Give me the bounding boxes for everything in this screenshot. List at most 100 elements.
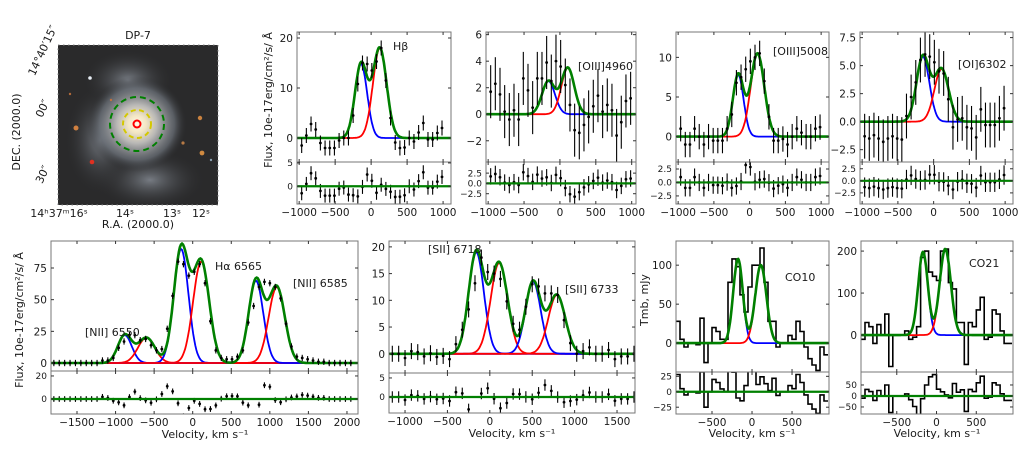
ra-tick-label: 14ˢ — [116, 207, 134, 220]
data-marker — [762, 79, 766, 83]
residual-marker — [596, 176, 600, 180]
data-marker — [993, 123, 997, 127]
data-marker — [300, 144, 304, 147]
residual-axes-frame — [859, 161, 1014, 205]
data-marker — [279, 296, 283, 300]
data-point — [441, 347, 445, 364]
residual-marker — [505, 401, 509, 405]
data-point — [311, 357, 315, 364]
residual-marker — [165, 384, 169, 388]
residual-point — [624, 171, 628, 188]
data-point — [230, 356, 234, 363]
residual-point — [575, 393, 579, 406]
data-marker — [144, 337, 148, 341]
data-point — [412, 134, 416, 149]
residual-y-tick-label: 0.0 — [842, 177, 857, 187]
residual-point — [171, 388, 175, 395]
residual-point — [351, 188, 355, 203]
residual-point — [993, 172, 997, 192]
y-tick-label: 4 — [475, 56, 482, 68]
residual-point — [988, 172, 992, 192]
data-marker — [409, 349, 413, 353]
residual-plot-area — [389, 379, 635, 413]
data-marker — [370, 69, 374, 72]
residual-marker — [772, 187, 775, 190]
residual-axes-frame — [50, 370, 359, 415]
residual-marker — [323, 194, 327, 198]
residual-marker — [748, 165, 752, 169]
residual-point — [577, 183, 581, 201]
data-point — [290, 343, 293, 350]
residual-point — [486, 382, 490, 394]
y-tick-label: 2.5 — [839, 89, 856, 101]
data-point — [155, 347, 158, 354]
data-marker — [338, 361, 342, 365]
residual-marker — [607, 392, 610, 396]
y-tick-label: 0 — [850, 330, 857, 342]
data-marker — [165, 327, 169, 331]
residual-point — [426, 180, 430, 195]
data-point — [568, 78, 572, 132]
y-tick-label: 6 — [475, 30, 482, 42]
data-marker — [333, 146, 336, 150]
residual-y-tick-label: 0.0 — [468, 180, 483, 190]
residual-point — [531, 173, 535, 191]
spectrum-panel-co10: −500 0 500 0 50 100 −25 0 25 CO10 Tmb, mJy Velocity… — [638, 240, 830, 440]
data-marker — [498, 92, 502, 96]
data-point — [252, 302, 256, 310]
residual-y-tick-label: 2.5 — [658, 165, 672, 175]
residual-y-tick-label: 20 — [36, 372, 48, 382]
data-point — [503, 85, 507, 139]
residual-marker — [575, 398, 579, 402]
residual-y-tick-label: −2.5 — [834, 189, 856, 199]
residual-point — [909, 165, 913, 186]
residual-y-tick-label: 0 — [851, 392, 857, 402]
residual-marker — [454, 390, 458, 394]
residual-marker — [521, 170, 525, 174]
residual-plot-area — [861, 373, 1013, 414]
data-marker — [182, 262, 185, 266]
residual-plot-area — [676, 372, 829, 414]
residual-point — [347, 187, 350, 202]
residual-marker — [721, 184, 724, 188]
emission-line-label: [OIII]5008 — [773, 45, 828, 58]
data-point — [545, 35, 549, 90]
data-point — [492, 265, 496, 282]
data-marker — [79, 361, 83, 365]
data-point — [95, 359, 99, 367]
residual-plot-area — [860, 165, 1013, 200]
data-marker — [390, 352, 394, 356]
data-marker — [937, 69, 941, 73]
data-point — [417, 125, 421, 140]
residual-histogram — [861, 373, 1012, 414]
y-tick-label: 5.0 — [839, 61, 856, 73]
inner-aperture-circle — [122, 109, 152, 139]
data-marker — [758, 52, 762, 55]
x-tick-label: 0 — [930, 207, 937, 219]
residual-y-tick-label: 0 — [379, 393, 385, 403]
data-marker — [530, 282, 534, 286]
residual-point — [431, 180, 435, 195]
data-point — [693, 116, 696, 142]
data-marker — [176, 260, 180, 264]
data-marker — [575, 352, 579, 356]
data-point — [530, 276, 534, 293]
data-marker — [505, 299, 509, 303]
data-marker — [624, 99, 628, 103]
residual-point — [984, 172, 987, 192]
residual-point — [337, 181, 341, 196]
residual-point — [323, 188, 327, 203]
data-marker — [596, 94, 600, 98]
residual-marker — [479, 392, 483, 395]
main-plot-area — [676, 40, 829, 158]
data-point — [403, 140, 406, 155]
data-point — [426, 132, 430, 147]
data-marker — [479, 256, 483, 259]
data-marker — [429, 351, 432, 355]
main-plot-area — [51, 241, 358, 367]
residual-marker — [412, 188, 416, 191]
data-point — [711, 127, 715, 154]
residual-marker — [965, 181, 969, 185]
data-marker — [800, 131, 803, 135]
residual-point — [914, 169, 918, 189]
